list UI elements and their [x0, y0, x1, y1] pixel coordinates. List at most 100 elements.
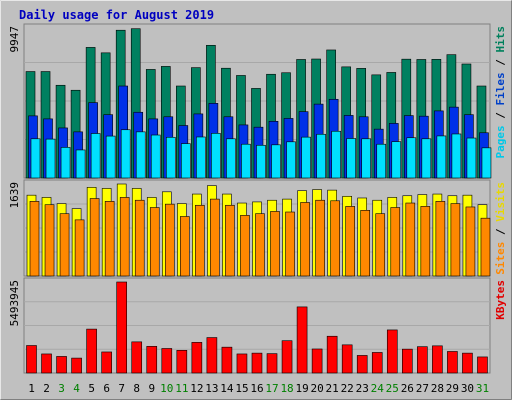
- legend-visits: Visits: [494, 182, 507, 222]
- bar-kbytes-day-7: [116, 281, 127, 374]
- bar-sites-day-24: [375, 213, 386, 277]
- x-tick-label-day-18: 18: [280, 382, 293, 395]
- panel-max-label: 1639: [8, 182, 21, 209]
- bar-pages-day-28: [436, 135, 447, 179]
- bar-pages-day-8: [135, 131, 146, 179]
- bar-kbytes-day-24: [371, 352, 383, 374]
- bar-pages-day-5: [90, 133, 101, 179]
- panel-visits-sites: 1639 Sites / Visits: [8, 179, 507, 277]
- chart-title: Daily usage for August 2019: [19, 8, 214, 22]
- bar-sites-day-29: [450, 203, 461, 277]
- bar-kbytes-day-28: [432, 345, 443, 374]
- bar-kbytes-day-27: [417, 346, 428, 374]
- bar-pages-day-23: [361, 138, 372, 179]
- bar-sites-day-16: [255, 213, 265, 277]
- x-tick-label-day-5: 5: [88, 382, 95, 395]
- bar-sites-day-5: [89, 198, 100, 277]
- legend-separator: /: [494, 106, 507, 126]
- bar-pages-day-4: [75, 149, 86, 179]
- panel-legend-label: Sites / Visits: [494, 182, 507, 275]
- x-tick-label-day-3: 3: [58, 382, 65, 395]
- bar-kbytes-day-15: [236, 353, 248, 374]
- bar-pages-day-20: [316, 133, 326, 179]
- bar-kbytes-day-6: [101, 351, 112, 374]
- bar-kbytes-day-19: [296, 306, 308, 374]
- bar-pages-day-27: [421, 138, 432, 179]
- x-tick-label-day-15: 15: [235, 382, 248, 395]
- bar-sites-day-8: [134, 199, 145, 277]
- x-axis-day-labels: 1 2 3 4 5 6 7 8 9 10 11 12 13 14 15 16 17 18 19 20 21 22 23 24 2…: [28, 382, 489, 395]
- x-tick-label-day-4: 4: [73, 382, 80, 395]
- x-tick-label-day-26: 26: [401, 382, 414, 395]
- bar-pages-day-14: [226, 138, 236, 179]
- bar-kbytes-day-10: [161, 348, 173, 374]
- x-tick-label-day-11: 11: [175, 382, 188, 395]
- panel-hits-files-pages: 9947 Pages / Files / Hits: [8, 23, 507, 179]
- bar-pages-day-9: [150, 134, 161, 179]
- bar-kbytes-day-14: [221, 346, 233, 374]
- bar-pages-day-3: [60, 147, 71, 179]
- bar-sites-day-27: [420, 206, 431, 277]
- x-tick-label-day-23: 23: [356, 382, 369, 395]
- bar-kbytes-day-20: [311, 348, 323, 374]
- bar-pages-day-22: [346, 138, 356, 179]
- x-tick-label-day-28: 28: [431, 382, 444, 395]
- panel-kbytes: 5493945 KBytes: [8, 277, 507, 374]
- bar-sites-day-2: [44, 204, 55, 277]
- bar-sites-day-28: [435, 201, 446, 277]
- bar-kbytes-day-5: [86, 328, 97, 374]
- bar-pages-day-10: [165, 136, 176, 179]
- bar-pages-day-13: [211, 133, 221, 179]
- bar-sites-day-10: [164, 203, 175, 277]
- legend-separator: /: [494, 53, 507, 73]
- bar-sites-day-15: [240, 215, 250, 277]
- x-tick-label-day-31: 31: [476, 382, 489, 395]
- bar-kbytes-day-13: [206, 337, 218, 374]
- bar-sites-day-9: [149, 207, 160, 277]
- bar-pages-day-29: [451, 133, 462, 179]
- panel-max-label: 9947: [8, 26, 21, 53]
- bar-kbytes-day-4: [71, 357, 82, 374]
- bar-kbytes-day-22: [341, 344, 353, 374]
- bar-pages-day-26: [406, 137, 417, 179]
- panel-legend-label: KBytes: [494, 280, 507, 320]
- x-tick-label-day-20: 20: [311, 382, 324, 395]
- x-tick-label-day-1: 1: [28, 382, 35, 395]
- bar-pages-day-24: [376, 143, 387, 179]
- bar-sites-day-21: [330, 200, 340, 277]
- x-tick-label-day-25: 25: [386, 382, 399, 395]
- panel-legend-label: Pages / Files / Hits: [494, 26, 507, 159]
- bar-sites-day-18: [285, 211, 295, 277]
- bar-kbytes-day-11: [176, 350, 188, 374]
- bar-pages-day-12: [196, 136, 206, 179]
- x-tick-label-day-27: 27: [416, 382, 429, 395]
- bar-kbytes-day-3: [56, 356, 67, 374]
- x-tick-label-day-17: 17: [265, 382, 278, 395]
- bar-sites-day-17: [270, 211, 280, 277]
- bar-pages-day-17: [271, 144, 281, 179]
- bar-pages-day-2: [45, 138, 56, 179]
- bar-sites-day-22: [345, 206, 355, 277]
- bar-kbytes-day-2: [41, 353, 52, 374]
- bar-kbytes-day-8: [131, 341, 143, 374]
- bar-sites-day-6: [104, 201, 115, 277]
- x-tick-label-day-9: 9: [148, 382, 155, 395]
- x-tick-label-day-12: 12: [190, 382, 203, 395]
- x-tick-label-day-21: 21: [326, 382, 339, 395]
- bar-pages-day-6: [105, 135, 116, 179]
- bar-sites-day-12: [195, 204, 205, 277]
- bar-pages-day-30: [466, 137, 477, 179]
- bar-pages-day-19: [301, 136, 311, 179]
- x-tick-label-day-13: 13: [205, 382, 218, 395]
- bar-sites-day-4: [74, 219, 85, 277]
- bar-kbytes-day-1: [26, 345, 37, 374]
- bar-pages-day-31: [481, 147, 492, 179]
- bar-kbytes-day-17: [266, 353, 278, 374]
- bar-pages-day-18: [286, 141, 296, 179]
- bar-kbytes-day-31: [477, 356, 488, 374]
- x-tick-label-day-2: 2: [43, 382, 50, 395]
- legend-sites: Sites: [494, 242, 507, 275]
- bar-sites-day-26: [405, 202, 416, 277]
- bar-pages-day-16: [256, 144, 266, 179]
- bar-pages-day-25: [391, 141, 402, 179]
